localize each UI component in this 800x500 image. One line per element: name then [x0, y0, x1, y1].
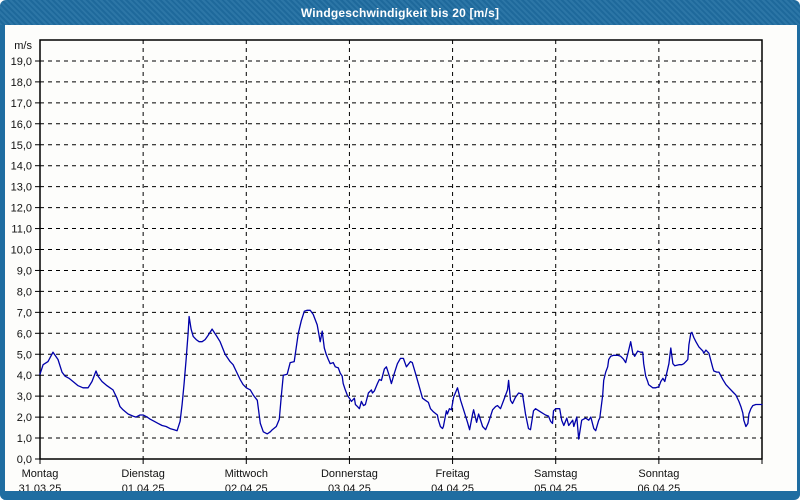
- y-tick-label: 3,0: [17, 391, 32, 403]
- y-tick-label: 7,0: [17, 307, 32, 319]
- frame-border-left: [0, 25, 5, 500]
- window-title: Windgeschwindigkeit bis 20 [m/s]: [300, 5, 500, 20]
- x-day-label: Montag: [22, 468, 59, 480]
- y-tick-label: 9,0: [17, 265, 32, 277]
- y-tick-label: 18,0: [11, 77, 32, 89]
- x-day-label: Freitag: [435, 468, 469, 480]
- chart-area: 19,0 18,0 17,0 16,0 15,0 14,0 13,0 12,0 11,0 10,0…: [0, 25, 800, 500]
- x-day-label: Sonntag: [638, 468, 679, 480]
- x-day-label: Mittwoch: [225, 468, 268, 480]
- y-tick-label: 19,0: [11, 56, 32, 68]
- y-tick-label: 15,0: [11, 140, 32, 152]
- y-tick-label: 11,0: [11, 224, 32, 236]
- title-bar: Windgeschwindigkeit bis 20 [m/s]: [0, 0, 800, 25]
- y-tick-label: 4,0: [17, 370, 32, 382]
- x-day-label: Dienstag: [121, 468, 164, 480]
- x-day-label: Samstag: [534, 468, 577, 480]
- y-tick-label: 16,0: [11, 119, 32, 131]
- y-axis-unit-label: m/s: [14, 40, 32, 52]
- wind-speed-line: [39, 309, 763, 440]
- y-tick-label: 6,0: [17, 328, 32, 340]
- y-tick-label: 10,0: [11, 245, 32, 257]
- y-tick-label: 5,0: [17, 349, 32, 361]
- frame-border-bottom: [0, 491, 800, 500]
- y-tick-label: 0,0: [17, 454, 32, 466]
- wind-speed-chart: 19,0 18,0 17,0 16,0 15,0 14,0 13,0 12,0 11,0 10,0…: [11, 39, 763, 495]
- y-tick-label: 14,0: [11, 161, 32, 173]
- frame-border-right: [797, 25, 800, 500]
- y-tick-label: 8,0: [17, 286, 32, 298]
- y-tick-label: 13,0: [11, 182, 32, 194]
- x-day-label: Donnerstag: [321, 468, 378, 480]
- y-tick-label: 2,0: [17, 412, 32, 424]
- y-tick-label: 17,0: [11, 98, 32, 110]
- y-tick-label: 1,0: [17, 433, 32, 445]
- y-tick-label: 12,0: [11, 203, 32, 215]
